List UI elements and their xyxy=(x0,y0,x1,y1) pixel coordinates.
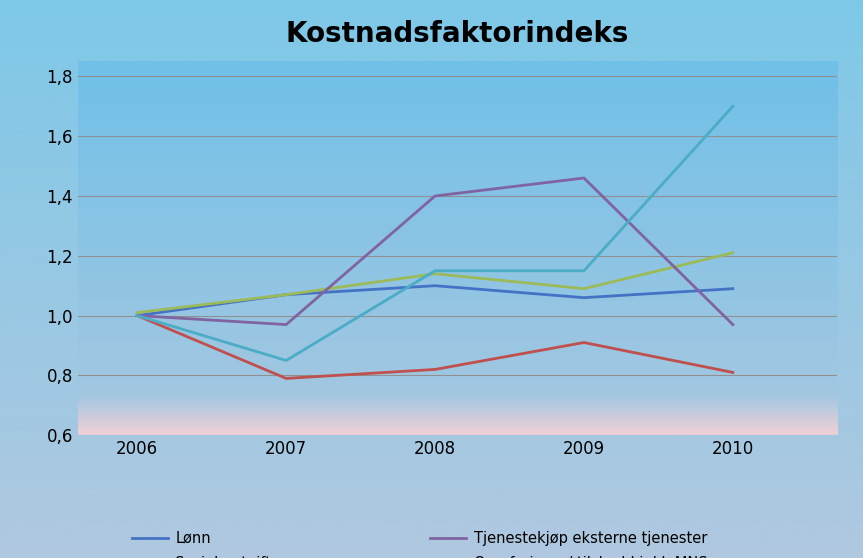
Legend: Lønn, Sosiale utgifter, Forbruksvarer og egne tjenester, Tjenestekjøp eksterne t: Lønn, Sosiale utgifter, Forbruksvarer og… xyxy=(126,525,713,558)
Title: Kostnadsfaktorindeks: Kostnadsfaktorindeks xyxy=(286,20,629,48)
